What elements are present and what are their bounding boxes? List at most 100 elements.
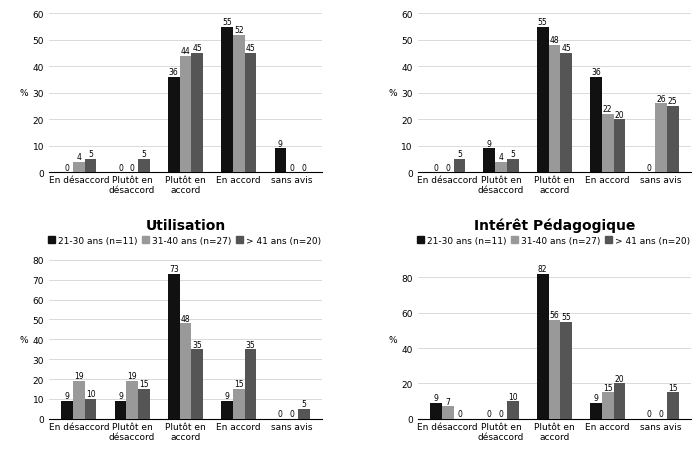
Bar	[245, 349, 256, 419]
Text: 0: 0	[290, 409, 295, 418]
Text: 20: 20	[615, 374, 624, 383]
Text: 45: 45	[193, 44, 202, 53]
Bar	[537, 28, 549, 173]
Bar	[114, 401, 126, 419]
Text: 10: 10	[86, 389, 96, 398]
Text: 48: 48	[181, 314, 191, 323]
Bar	[430, 403, 442, 419]
Text: 48: 48	[549, 36, 559, 45]
Bar	[61, 401, 73, 419]
Text: 20: 20	[615, 110, 624, 119]
Bar	[73, 381, 84, 419]
Bar	[590, 403, 602, 419]
Text: 35: 35	[193, 340, 202, 349]
Text: 15: 15	[234, 379, 244, 388]
Bar	[179, 324, 191, 419]
Text: 9: 9	[433, 394, 438, 403]
Bar	[221, 401, 233, 419]
Bar	[484, 149, 495, 173]
Bar	[73, 162, 84, 173]
Text: 36: 36	[591, 68, 601, 77]
Text: 5: 5	[510, 150, 515, 159]
Text: 0: 0	[278, 409, 283, 418]
Text: 0: 0	[445, 163, 450, 172]
Text: 5: 5	[88, 150, 93, 159]
Y-axis label: %: %	[389, 335, 397, 344]
Text: 55: 55	[537, 18, 547, 27]
Text: 19: 19	[74, 372, 84, 381]
Text: 52: 52	[234, 26, 244, 35]
Text: 9: 9	[278, 139, 283, 149]
Text: 9: 9	[593, 394, 598, 403]
Legend: 21-30 ans (n=11), 31-40 ans (n=27), > 41 ans (n=20): 21-30 ans (n=11), 31-40 ans (n=27), > 41…	[48, 236, 320, 245]
Bar	[560, 54, 572, 173]
Bar	[245, 54, 256, 173]
Bar	[667, 392, 678, 419]
Text: 15: 15	[603, 383, 613, 392]
Text: 7: 7	[445, 397, 450, 406]
Title: Intérêt Pédagogique: Intérêt Pédagogique	[474, 218, 635, 233]
Bar	[537, 274, 549, 419]
Text: 0: 0	[130, 163, 135, 172]
Text: 82: 82	[538, 265, 547, 274]
Bar	[667, 107, 678, 173]
Text: 0: 0	[487, 409, 492, 418]
Bar	[84, 399, 96, 419]
Text: 55: 55	[222, 18, 232, 27]
Text: 73: 73	[169, 265, 179, 274]
Text: 4: 4	[77, 153, 81, 161]
Text: 45: 45	[561, 44, 571, 53]
Text: 5: 5	[142, 150, 147, 159]
Bar	[614, 120, 625, 173]
Text: 0: 0	[659, 409, 663, 418]
Legend: 21-30 ans (n=11), 31-40 ans (n=27), > 41 ans (n=20): 21-30 ans (n=11), 31-40 ans (n=27), > 41…	[417, 236, 690, 245]
Bar	[84, 160, 96, 173]
Text: 55: 55	[561, 312, 571, 321]
Bar	[454, 160, 466, 173]
Text: 36: 36	[169, 68, 179, 77]
Text: 9: 9	[225, 391, 230, 400]
Bar	[191, 349, 203, 419]
Text: 26: 26	[656, 94, 666, 103]
Bar	[221, 28, 233, 173]
Bar	[560, 322, 572, 419]
Text: 35: 35	[246, 340, 255, 349]
Bar	[233, 35, 245, 173]
Bar	[507, 401, 519, 419]
Bar	[138, 160, 150, 173]
Text: 0: 0	[118, 163, 123, 172]
Bar	[179, 57, 191, 173]
Text: 25: 25	[668, 97, 678, 106]
Text: 15: 15	[668, 383, 678, 392]
Bar	[655, 104, 667, 173]
Bar	[495, 162, 507, 173]
Text: 0: 0	[433, 163, 438, 172]
Bar	[549, 320, 560, 419]
Text: 0: 0	[457, 409, 462, 418]
Bar	[191, 54, 203, 173]
Text: 9: 9	[487, 139, 492, 149]
Bar	[138, 389, 150, 419]
Bar	[602, 392, 614, 419]
Text: 0: 0	[647, 163, 652, 172]
Bar	[126, 381, 138, 419]
Text: 0: 0	[302, 163, 306, 172]
Text: 15: 15	[139, 379, 149, 388]
Text: 5: 5	[457, 150, 462, 159]
Text: 9: 9	[65, 391, 70, 400]
Text: 45: 45	[246, 44, 255, 53]
Bar	[614, 384, 625, 419]
Text: 0: 0	[290, 163, 295, 172]
Bar	[590, 78, 602, 173]
Bar	[233, 389, 245, 419]
Bar	[507, 160, 519, 173]
Y-axis label: %: %	[20, 89, 29, 98]
Text: 5: 5	[302, 399, 306, 408]
Text: 0: 0	[498, 409, 503, 418]
Text: 0: 0	[647, 409, 652, 418]
Bar	[168, 274, 179, 419]
Y-axis label: %: %	[20, 335, 29, 344]
Text: 4: 4	[498, 153, 503, 161]
Title: Utilisation: Utilisation	[145, 219, 225, 233]
Bar	[549, 46, 560, 173]
